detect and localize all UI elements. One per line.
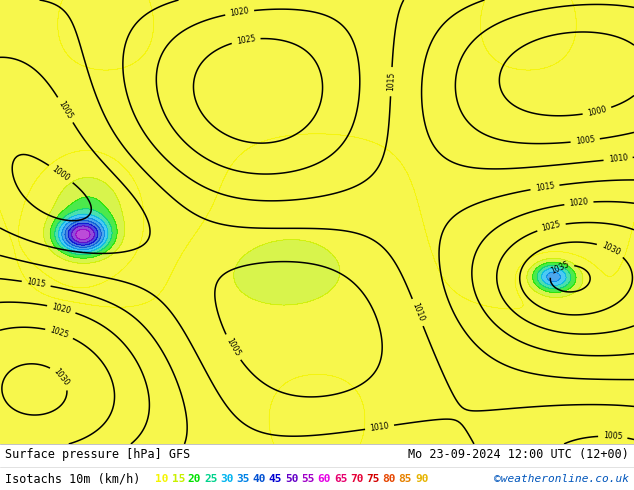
Text: 1005: 1005	[575, 135, 595, 146]
Text: 85: 85	[399, 474, 412, 484]
Text: 1035: 1035	[549, 259, 571, 275]
Text: 1010: 1010	[410, 302, 425, 323]
Text: 90: 90	[415, 474, 429, 484]
Text: 75: 75	[366, 474, 380, 484]
Text: Mo 23-09-2024 12:00 UTC (12+00): Mo 23-09-2024 12:00 UTC (12+00)	[408, 448, 629, 462]
Text: 1015: 1015	[26, 277, 46, 290]
Text: 1010: 1010	[608, 153, 628, 164]
Text: 1015: 1015	[386, 72, 396, 92]
Text: 1000: 1000	[51, 165, 72, 183]
Text: 25: 25	[204, 474, 217, 484]
Text: 1020: 1020	[569, 197, 589, 208]
Text: 1020: 1020	[230, 6, 250, 18]
Text: 1005: 1005	[56, 99, 74, 121]
Text: 1000: 1000	[586, 105, 607, 118]
Text: 70: 70	[350, 474, 363, 484]
Text: 1030: 1030	[52, 367, 71, 388]
Text: 45: 45	[269, 474, 282, 484]
Text: 1015: 1015	[534, 181, 555, 193]
Text: Isotachs 10m (km/h): Isotachs 10m (km/h)	[5, 472, 141, 486]
Text: 65: 65	[333, 474, 347, 484]
Text: 35: 35	[236, 474, 250, 484]
Text: 30: 30	[220, 474, 234, 484]
Text: 1005: 1005	[603, 431, 623, 441]
Text: 20: 20	[188, 474, 201, 484]
Text: 1010: 1010	[370, 421, 390, 433]
Text: 10: 10	[155, 474, 169, 484]
Text: 15: 15	[172, 474, 185, 484]
Text: 1030: 1030	[600, 241, 621, 258]
Text: 60: 60	[318, 474, 331, 484]
Text: 40: 40	[253, 474, 266, 484]
Text: 50: 50	[285, 474, 299, 484]
Text: Surface pressure [hPa] GFS: Surface pressure [hPa] GFS	[5, 448, 190, 462]
Text: 55: 55	[301, 474, 315, 484]
Text: 1020: 1020	[51, 302, 72, 316]
Text: 80: 80	[382, 474, 396, 484]
Text: 1025: 1025	[49, 326, 70, 340]
Text: ©weatheronline.co.uk: ©weatheronline.co.uk	[494, 474, 629, 484]
Text: 1025: 1025	[236, 34, 256, 46]
Text: 1005: 1005	[224, 337, 242, 358]
Text: 1025: 1025	[541, 220, 562, 233]
